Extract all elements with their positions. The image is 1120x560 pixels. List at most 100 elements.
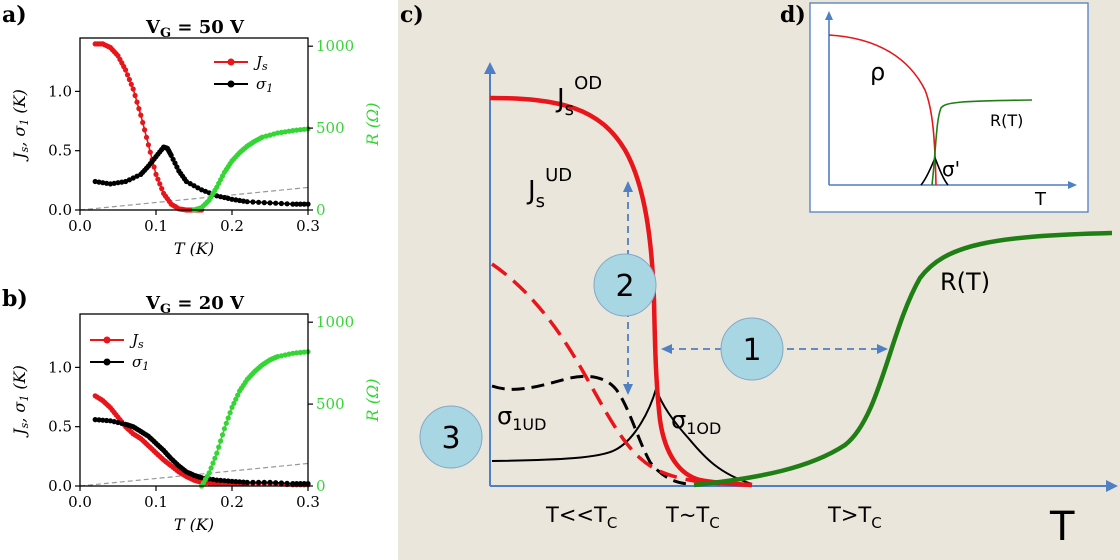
sigma-ud-curve (491, 374, 691, 486)
x-tick-label: 0.0 (68, 217, 92, 235)
panel-d-x-arrow (1068, 181, 1077, 189)
data-point (214, 450, 220, 456)
data-point (273, 480, 279, 486)
x-tick-label: 0.0 (68, 493, 92, 511)
data-point (168, 152, 174, 158)
data-point (130, 86, 136, 92)
panel-label-d: d) (780, 2, 806, 28)
legend-sigma-marker (103, 358, 111, 366)
data-point (221, 426, 227, 432)
data-point (244, 479, 250, 485)
data-point (124, 72, 131, 78)
legend-js-label: Js (129, 331, 144, 351)
panel-b-chart: VG = 20 V 0.0 0.1 0.2 0.30.00.51.005001000 … (10, 293, 382, 534)
legend-js-marker (103, 336, 111, 344)
x-tick-label: 0.1 (144, 217, 168, 235)
legend-sigma-label: σ1 (132, 353, 149, 373)
panel-a-xlabel: T (K) (174, 239, 214, 258)
data-point (294, 201, 300, 207)
data-point (290, 201, 296, 207)
panel-label-a: a) (2, 2, 27, 28)
data-point (290, 350, 296, 356)
data-point (237, 479, 243, 485)
panel-a-ylabel-right: R (Ω) (363, 103, 382, 147)
data-point (218, 477, 224, 483)
data-point (294, 481, 300, 487)
data-point (284, 480, 290, 486)
data-point (123, 67, 129, 73)
data-point (294, 127, 300, 133)
sigma-od-curve (491, 385, 753, 485)
marker-3-circle (419, 405, 483, 469)
y-tick-label-right: 0 (316, 201, 326, 219)
legend-sigma-label: σ1 (256, 75, 273, 95)
data-point (297, 201, 303, 207)
x-tick-label: 0.3 (296, 217, 320, 235)
data-point (297, 481, 303, 487)
data-point (229, 478, 235, 484)
panel-b-xlabel: T (K) (174, 515, 214, 534)
data-point (96, 417, 102, 423)
data-point (187, 181, 193, 187)
data-point (256, 479, 262, 485)
data-point (250, 479, 256, 485)
data-point (206, 480, 212, 486)
data-point (147, 149, 153, 155)
data-point (223, 420, 229, 426)
data-point (157, 181, 163, 187)
data-point (227, 410, 233, 416)
data-point (231, 400, 237, 406)
panel-c-xlabel: T (1049, 504, 1075, 550)
y-tick-label-right: 500 (316, 119, 345, 137)
data-point (256, 199, 262, 205)
y-tick-label-left: 1.0 (48, 82, 72, 100)
data-point (278, 480, 284, 486)
panel-b-ylabel-right: R (Ω) (363, 379, 382, 423)
data-point (290, 481, 296, 487)
arrow-2-bottom-head (623, 384, 633, 395)
legend-js-marker (227, 58, 235, 66)
panel-b-legend: Js σ1 (90, 331, 149, 373)
data-point (145, 142, 151, 148)
data-point (151, 164, 157, 170)
arrow-2-top-head (623, 181, 633, 192)
y-tick-label-right: 0 (316, 477, 326, 495)
x-tick-label: 0.1 (144, 493, 168, 511)
data-point (142, 127, 148, 133)
data-point (212, 455, 218, 461)
data-point (218, 438, 224, 444)
js-od-curve (489, 95, 753, 488)
data-point (219, 432, 226, 438)
legend-js-label: Js (253, 53, 268, 73)
data-point (100, 417, 106, 423)
panel-d-xlabel: T (1034, 189, 1047, 210)
data-point (210, 480, 216, 486)
y-tick-label-left: 1.0 (48, 358, 72, 376)
data-point (225, 478, 231, 484)
data-point (235, 392, 241, 398)
y-tick-label-right: 500 (316, 395, 345, 413)
js-ud-curve (491, 262, 721, 486)
data-point (225, 415, 231, 421)
panel-a-chart: VG = 50 V 0.0 0.1 0.2 0.30.00.51.005001000 … (10, 17, 382, 258)
data-point (301, 349, 307, 355)
data-point (244, 199, 250, 205)
marker-2-circle (593, 253, 657, 317)
data-point (153, 171, 159, 177)
data-point (261, 479, 267, 485)
panel-a-ylabel-left: Js, σ1 (K) (10, 89, 31, 162)
data-point (221, 478, 227, 484)
x-tick-label: 0.2 (220, 493, 244, 511)
marker-2-label: 2 (615, 269, 634, 304)
label-sigma-prime: σ' (942, 157, 960, 181)
data-point (140, 119, 146, 126)
data-point (206, 470, 212, 476)
data-point (128, 81, 134, 87)
r-curve (693, 230, 1113, 488)
marker-3-label: 3 (441, 421, 460, 456)
data-point (155, 176, 161, 182)
panel-b-title: VG = 20 V (145, 293, 245, 317)
data-point (191, 183, 197, 189)
data-point (210, 460, 216, 466)
